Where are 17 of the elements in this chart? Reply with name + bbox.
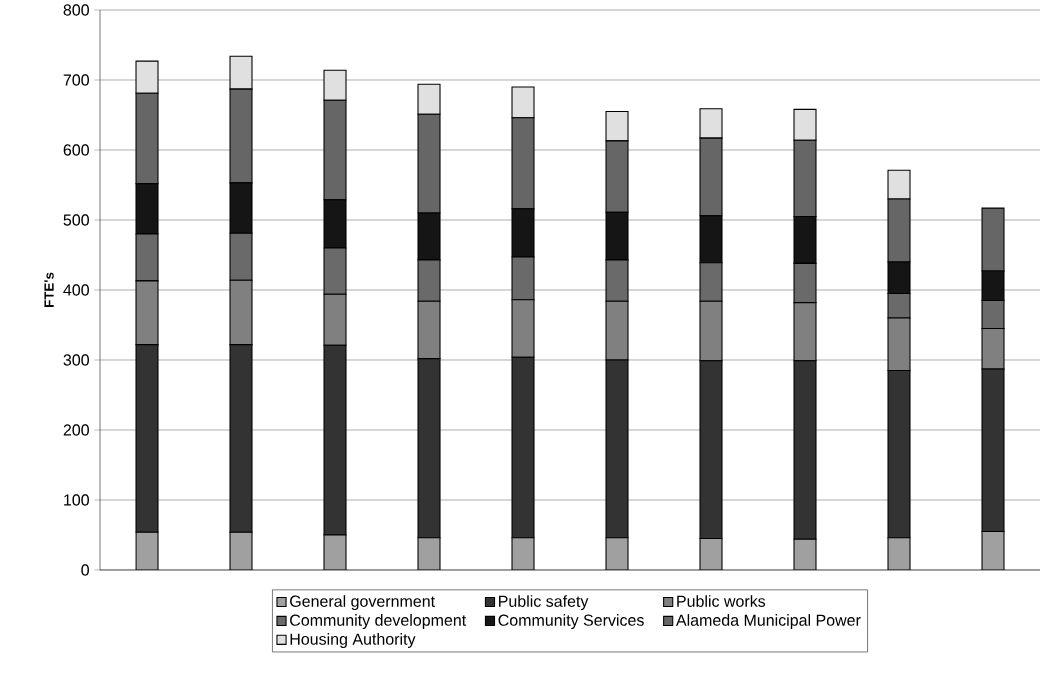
- legend-label: Public safety: [499, 595, 589, 611]
- y-tick-label: 600: [63, 144, 89, 156]
- y-tick-label: 100: [64, 494, 89, 506]
- y-tick-label: 0: [81, 564, 89, 576]
- legend-label: Public works: [677, 595, 766, 607]
- y-tick-label: 500: [63, 214, 89, 226]
- y-axis-title: FTE's: [44, 272, 54, 307]
- legend-label: General government: [290, 595, 435, 611]
- y-tick-label: 800: [63, 4, 89, 16]
- legend-label: Housing Authority: [290, 633, 416, 648]
- legend-label: Community Services: [498, 614, 644, 630]
- y-tick-label: 400: [63, 284, 89, 296]
- legend-label: Community development: [290, 614, 467, 630]
- y-tick-label: 300: [63, 354, 89, 366]
- y-tick-label: 200: [63, 424, 89, 436]
- y-tick-label: 700: [63, 74, 89, 86]
- legend-label: Alameda Municipal Power: [675, 614, 861, 630]
